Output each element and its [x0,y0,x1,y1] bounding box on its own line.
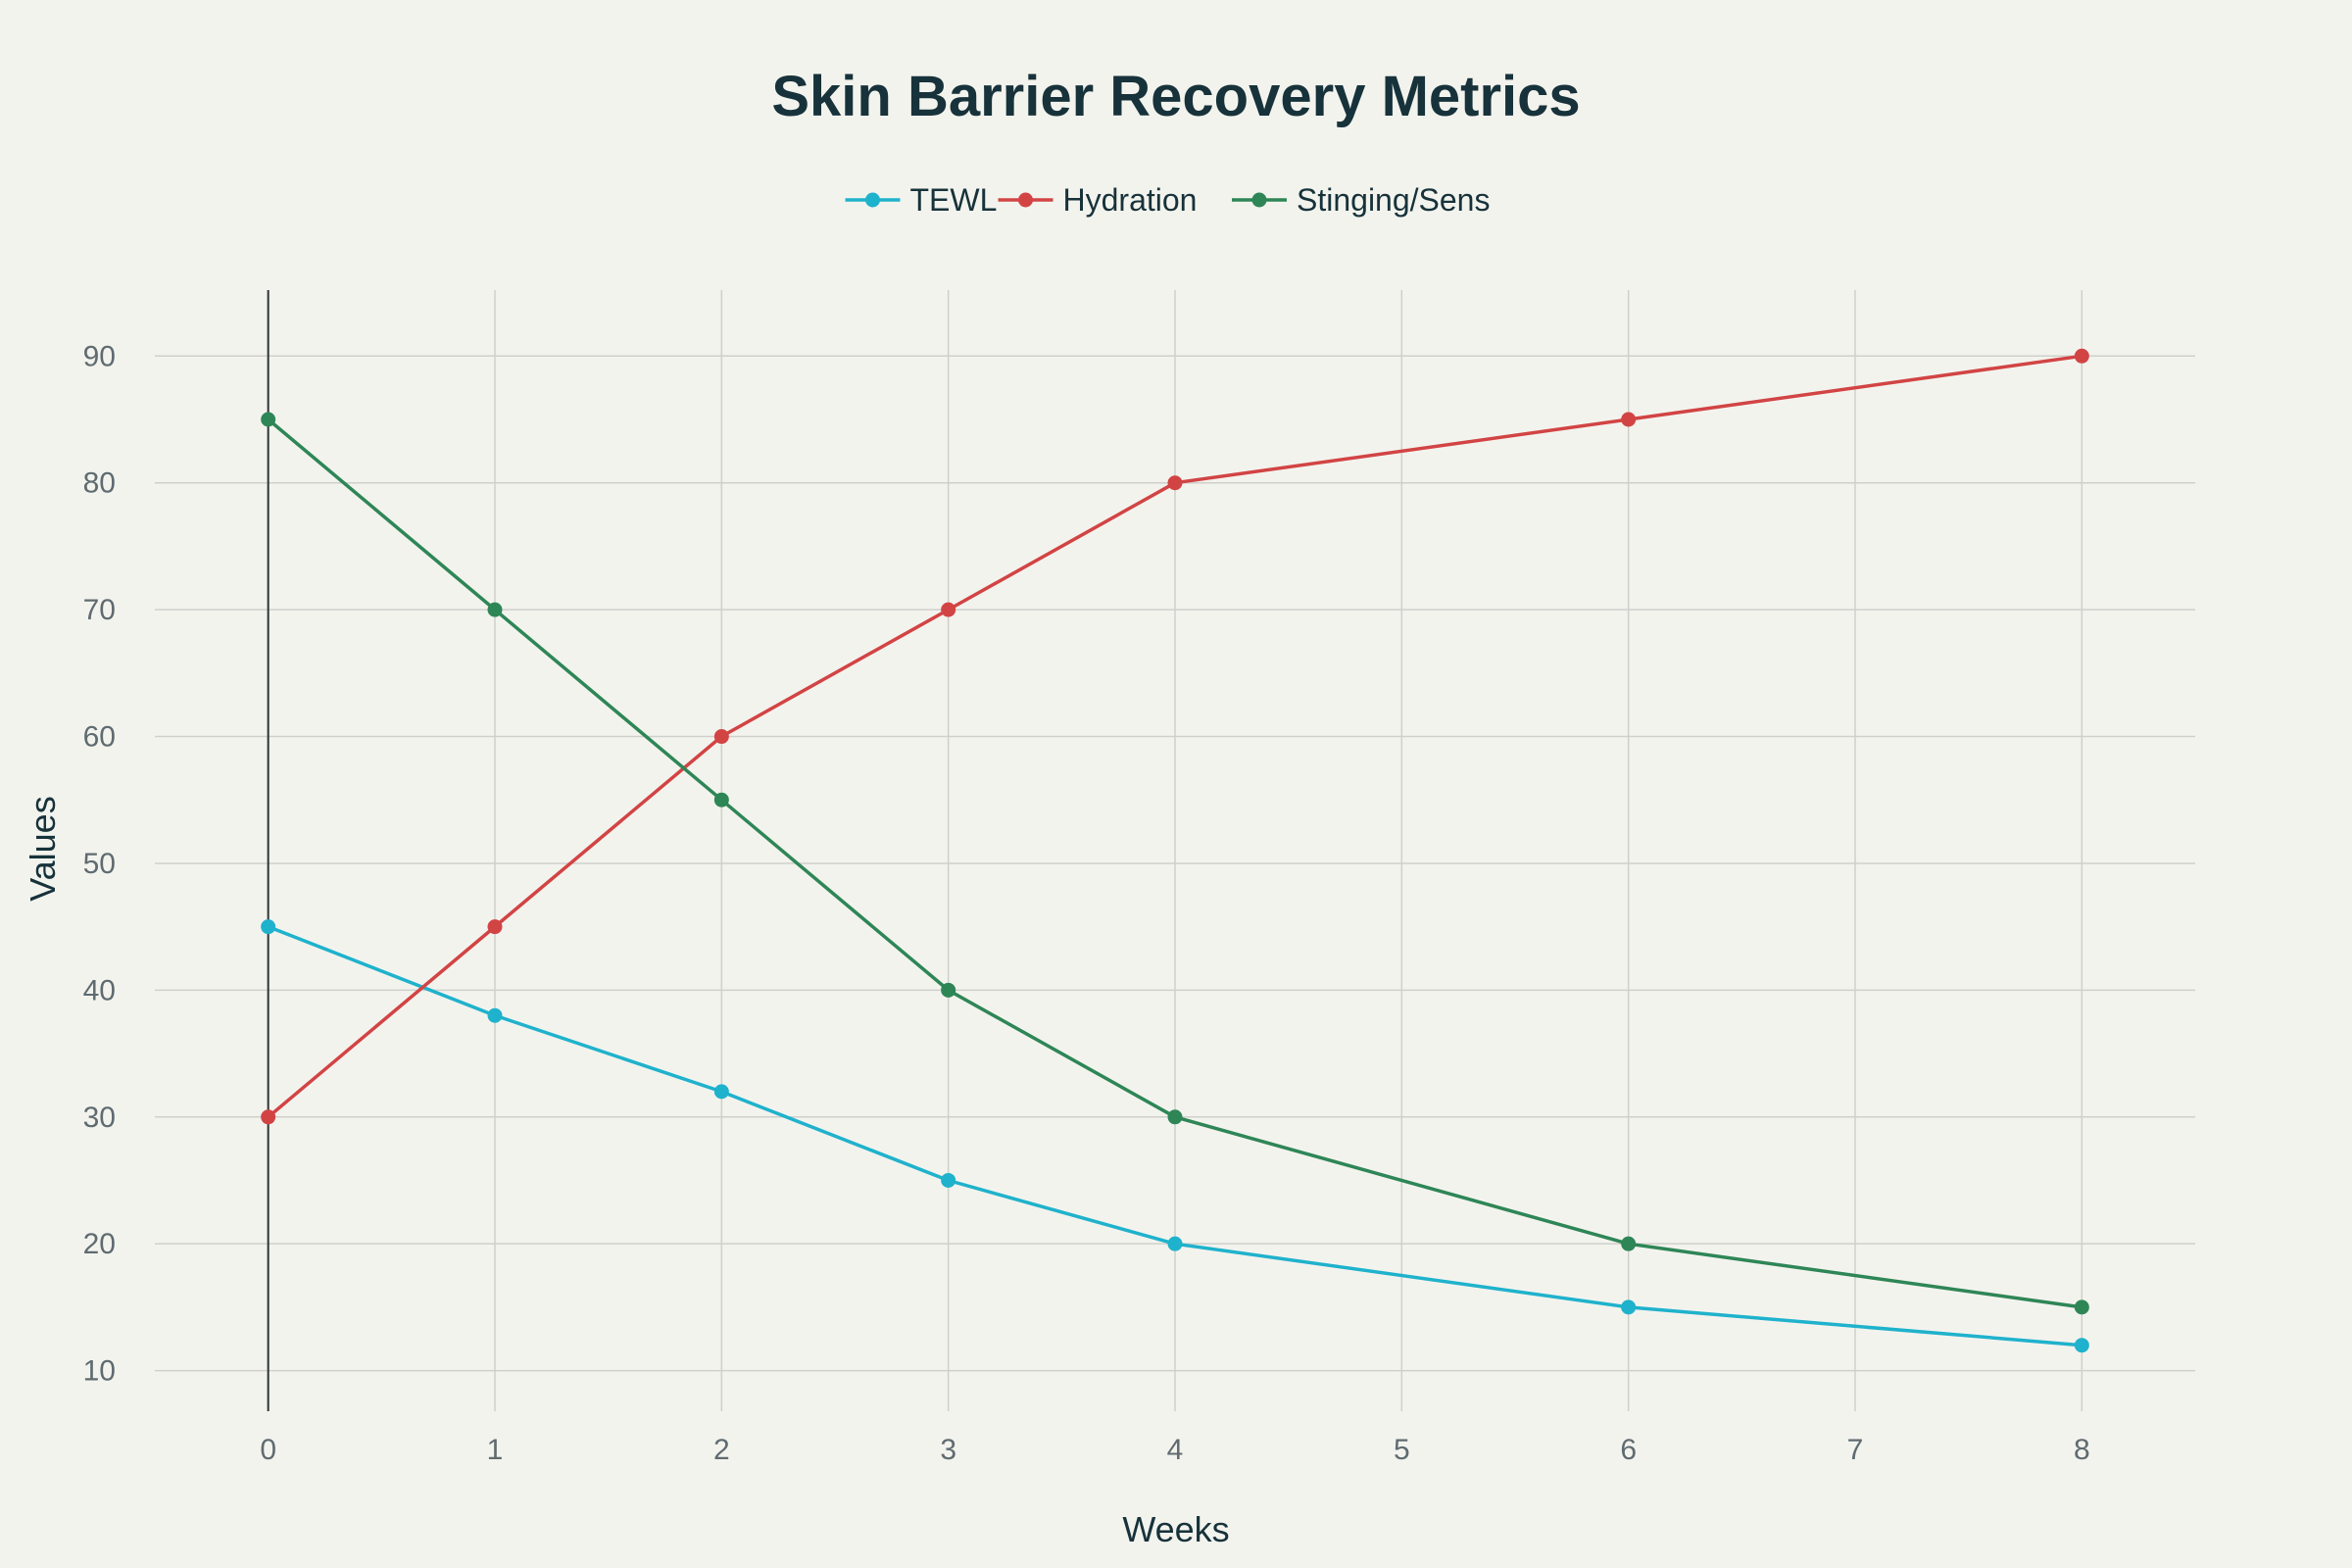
legend-swatch-marker [1018,192,1033,208]
data-point [487,1007,503,1023]
y-tick-label: 80 [83,467,116,500]
data-point [487,919,503,935]
data-point [261,1109,276,1125]
x-tick-label: 4 [1167,1434,1184,1466]
data-point [2074,1299,2089,1315]
x-tick-label: 5 [1394,1434,1410,1466]
series-hydration [261,348,2089,1125]
y-axis-title: Values [23,796,63,901]
y-tick-label: 90 [83,340,116,372]
data-point [1621,1299,1637,1315]
data-point [941,602,956,617]
series-tewl [261,919,2089,1353]
legend-label: Hydration [1063,182,1198,218]
data-point [941,982,956,998]
series-group [261,348,2089,1353]
legend-item: Stinging/Sens [1232,182,1490,218]
legend-label: TEWL [910,182,998,218]
legend-item: TEWL [845,182,998,218]
data-point [1167,1109,1183,1125]
legend: TEWL Hydration Stinging/Sens [845,182,1490,218]
data-point [1167,1236,1183,1251]
data-point [2074,1338,2089,1353]
data-point [261,919,276,935]
legend-swatch-marker [1251,192,1267,208]
x-tick-label: 2 [713,1434,730,1466]
data-point [941,1172,956,1188]
x-tick-label: 6 [1620,1434,1637,1466]
y-tick-label: 70 [83,594,116,626]
y-tick-label: 60 [83,721,116,754]
data-point [713,729,729,745]
legend-item: Hydration [998,182,1198,218]
x-tick-label: 7 [1847,1434,1864,1466]
data-point [1621,412,1637,427]
y-tick-label: 50 [83,848,116,880]
data-point [2074,348,2089,364]
data-point [713,1084,729,1100]
x-tick-label: 0 [260,1434,276,1466]
x-tick-label: 3 [940,1434,956,1466]
data-point [487,602,503,617]
y-tick-label: 40 [83,974,116,1006]
y-tick-label: 20 [83,1228,116,1260]
series-stinging-sens [261,412,2089,1315]
x-axis-title: Weeks [1122,1509,1229,1549]
data-point [1167,475,1183,491]
x-tick-label: 8 [2074,1434,2090,1466]
data-point [713,792,729,808]
y-tick-label: 10 [83,1355,116,1388]
x-axis-ticks: 0 1 2 3 4 5 6 7 8 [260,1434,2089,1466]
legend-label: Stinging/Sens [1297,182,1490,218]
x-tick-label: 1 [487,1434,504,1466]
data-point [261,412,276,427]
y-axis-ticks: 10 20 30 40 50 60 70 80 90 [83,340,116,1387]
legend-swatch-marker [865,192,880,208]
data-point [1621,1236,1637,1251]
chart-title: Skin Barrier Recovery Metrics [771,65,1580,128]
y-tick-label: 30 [83,1102,116,1134]
